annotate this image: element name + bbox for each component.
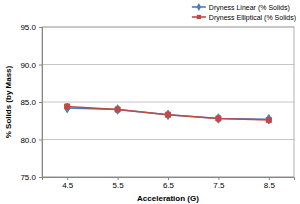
y-tick: 95.0 bbox=[20, 23, 42, 32]
series-marker bbox=[266, 117, 271, 122]
series-marker bbox=[216, 116, 221, 121]
series-marker bbox=[165, 110, 170, 119]
series-marker bbox=[115, 105, 120, 114]
x-tick-label: 8.5 bbox=[264, 181, 276, 190]
x-tick-mark bbox=[67, 177, 68, 180]
y-tick-mark bbox=[39, 102, 42, 103]
legend-marker bbox=[197, 3, 202, 11]
y-tick-label: 75.0 bbox=[20, 173, 36, 182]
legend-item: Dryness Linear (% Solids) bbox=[192, 3, 290, 11]
x-tick-mark bbox=[118, 177, 119, 180]
y-tick-mark bbox=[39, 65, 42, 66]
legend-label: Dryness Elliptical (% Solids) bbox=[209, 14, 296, 22]
y-tick: 90.0 bbox=[20, 61, 42, 70]
legend-marker bbox=[197, 15, 201, 19]
x-tick: 7.5 bbox=[213, 177, 225, 190]
x-tick-mark bbox=[269, 177, 270, 180]
y-tick-label: 90.0 bbox=[20, 61, 36, 70]
x-tick: 8.5 bbox=[264, 177, 276, 190]
legend: Dryness Linear (% Solids) Dryness Ellipti… bbox=[192, 3, 296, 21]
plot-background bbox=[42, 27, 294, 177]
x-axis-title: Acceleration (G) bbox=[137, 194, 199, 203]
x-tick-mark bbox=[218, 177, 219, 180]
y-tick-mark bbox=[39, 140, 42, 141]
y-axis-title: % Solids (by Mass) bbox=[4, 65, 13, 138]
series-marker bbox=[64, 103, 69, 112]
y-axis-line bbox=[39, 28, 43, 178]
series-marker bbox=[165, 112, 170, 117]
series-marker bbox=[216, 114, 221, 123]
legend-label: Dryness Linear (% Solids) bbox=[209, 4, 290, 12]
y-tick-label: 85.0 bbox=[20, 98, 36, 107]
grid-line bbox=[42, 102, 294, 103]
y-tick: 80.0 bbox=[20, 136, 42, 145]
x-tick-label: 6.5 bbox=[163, 181, 175, 190]
grid bbox=[42, 27, 294, 177]
x-axis: 4.5 5.5 6.5 7.5 8.5 bbox=[43, 177, 295, 190]
plot-frame bbox=[42, 27, 294, 177]
series-line bbox=[67, 108, 269, 119]
series-marks bbox=[64, 103, 271, 124]
series-marker bbox=[65, 104, 70, 109]
x-tick-mark bbox=[168, 177, 169, 180]
grid-line bbox=[42, 139, 294, 140]
y-tick: 75.0 bbox=[20, 173, 42, 182]
y-tick-mark bbox=[39, 27, 42, 28]
y-tick: 85.0 bbox=[20, 98, 42, 107]
x-tick: 5.5 bbox=[113, 177, 125, 190]
series-line bbox=[67, 107, 269, 121]
chart-svg: 75.0 80.0 85.0 90.0 95.0 4.5 5.5 6.5 7.5 8.5 Accel… bbox=[0, 0, 300, 204]
grid-line bbox=[42, 64, 294, 65]
legend-item: Dryness Elliptical (% Solids) bbox=[192, 14, 296, 22]
x-tick-label: 7.5 bbox=[213, 181, 225, 190]
plot-area: 75.0 80.0 85.0 90.0 95.0 4.5 5.5 6.5 7.5 8.5 bbox=[20, 23, 294, 190]
y-tick-label: 95.0 bbox=[20, 23, 36, 32]
y-tick-mark bbox=[39, 177, 42, 178]
x-tick-label: 5.5 bbox=[113, 181, 125, 190]
x-tick: 4.5 bbox=[62, 177, 74, 190]
y-axis: 75.0 80.0 85.0 90.0 95.0 bbox=[20, 23, 42, 182]
x-axis-line bbox=[43, 178, 295, 181]
x-tick: 6.5 bbox=[163, 177, 175, 190]
series-marker bbox=[266, 115, 271, 124]
chart-container: 75.0 80.0 85.0 90.0 95.0 4.5 5.5 6.5 7.5 8.5 Accel… bbox=[0, 0, 300, 204]
y-tick-label: 80.0 bbox=[20, 136, 36, 145]
series-marker bbox=[115, 107, 120, 112]
x-tick-label: 4.5 bbox=[62, 181, 74, 190]
